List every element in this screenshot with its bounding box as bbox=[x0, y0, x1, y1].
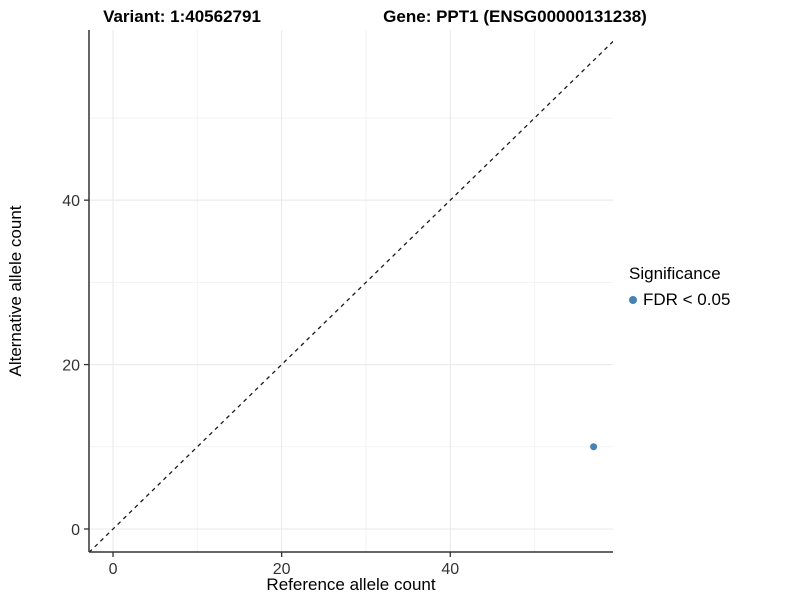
variant-title: Variant: 1:40562791 bbox=[103, 7, 261, 26]
y-axis-title: Alternative allele count bbox=[6, 205, 25, 377]
legend-entry: FDR < 0.05 bbox=[629, 290, 730, 310]
svg-text:20: 20 bbox=[62, 358, 80, 375]
legend: Significance FDR < 0.05 bbox=[629, 264, 730, 310]
legend-point-icon bbox=[629, 296, 637, 304]
svg-text:0: 0 bbox=[71, 522, 80, 539]
legend-entry-label: FDR < 0.05 bbox=[643, 290, 731, 309]
gene-title: Gene: PPT1 (ENSG00000131238) bbox=[383, 7, 647, 26]
data-point bbox=[590, 443, 598, 451]
x-axis-title: Reference allele count bbox=[266, 575, 436, 594]
legend-title: Significance bbox=[629, 264, 721, 283]
svg-text:0: 0 bbox=[109, 561, 118, 578]
svg-text:40: 40 bbox=[62, 193, 80, 210]
svg-text:40: 40 bbox=[441, 561, 459, 578]
svg-text:20: 20 bbox=[273, 561, 291, 578]
